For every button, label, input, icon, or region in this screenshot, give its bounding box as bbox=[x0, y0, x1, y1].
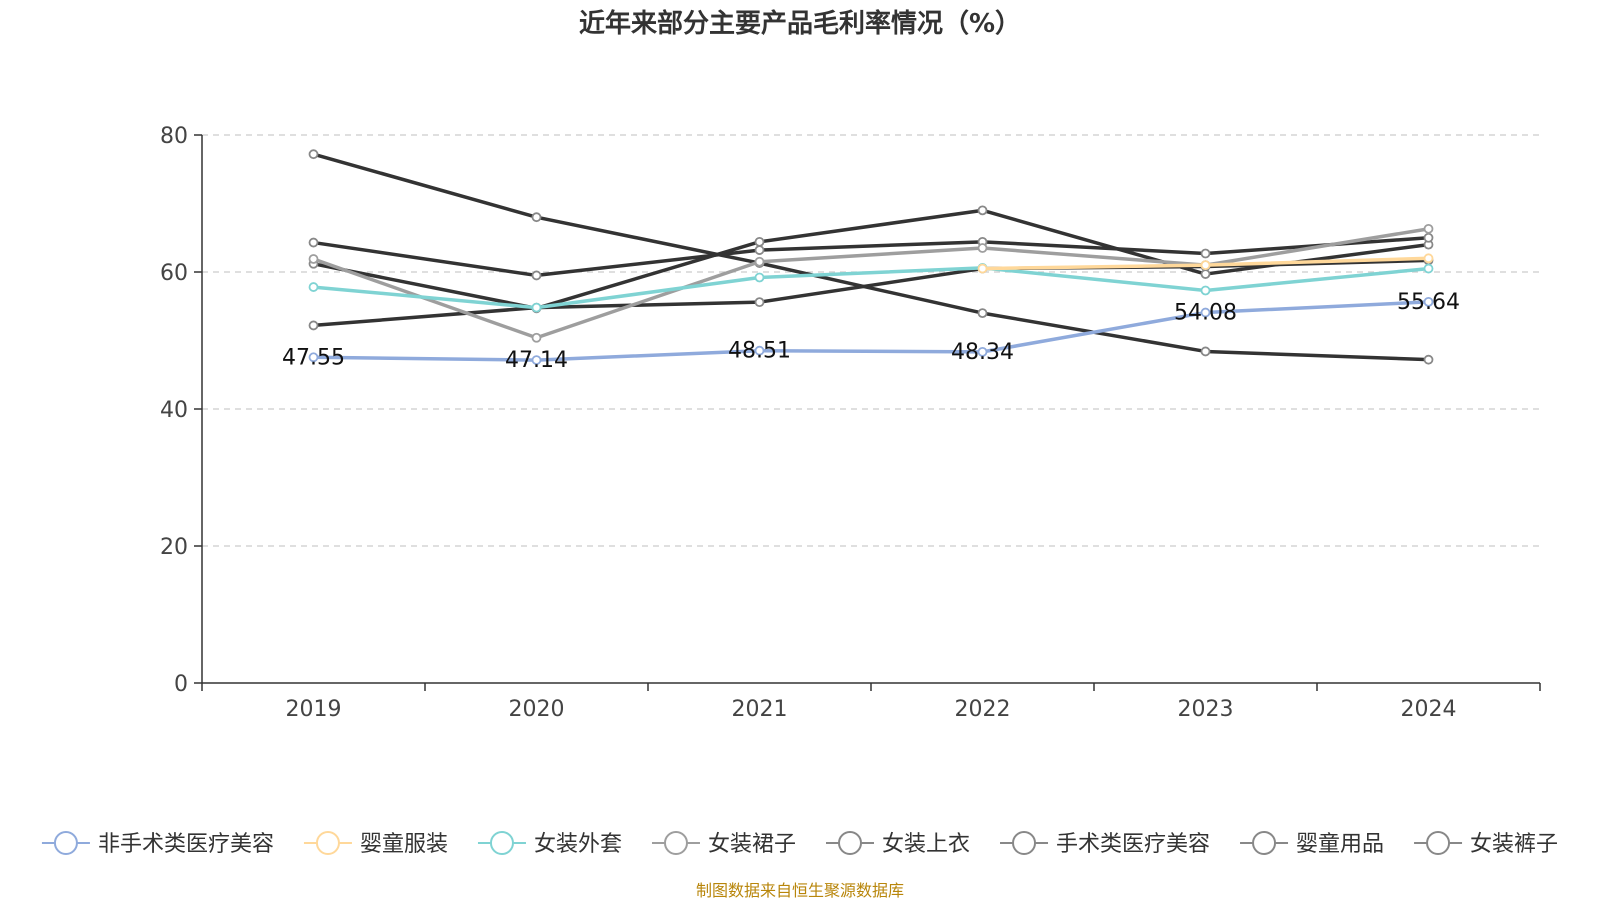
series-line bbox=[312, 227, 1429, 340]
series-6 bbox=[308, 205, 1434, 314]
data-point bbox=[1200, 248, 1211, 259]
data-point bbox=[1423, 253, 1434, 264]
x-tick-label: 2024 bbox=[1401, 697, 1457, 722]
data-label: 55.64 bbox=[1397, 290, 1460, 315]
grid-layer bbox=[202, 134, 1540, 547]
x-tick-label: 2023 bbox=[1178, 697, 1234, 722]
data-point bbox=[1200, 269, 1211, 279]
data-point bbox=[1200, 307, 1211, 318]
data-point bbox=[1423, 223, 1434, 234]
legend-item: 手术类医疗美容 bbox=[1000, 831, 1210, 857]
data-point bbox=[531, 212, 542, 223]
data-point bbox=[308, 282, 319, 292]
legend: 非手术类医疗美容 婴童服装 女装外套 女装裙子 女装上衣 手术类医疗美容 婴童用品 女装裤子 bbox=[41, 831, 1558, 857]
data-point bbox=[531, 355, 542, 365]
legend-item: 女装外套 bbox=[477, 831, 622, 857]
data-point bbox=[308, 149, 319, 160]
data-point bbox=[308, 320, 319, 331]
legend-item: 女装上衣 bbox=[826, 831, 970, 857]
data-label: 47.14 bbox=[505, 348, 568, 373]
legend-label: 非手术类医疗美容 bbox=[98, 832, 274, 857]
data-point bbox=[977, 308, 988, 319]
data-point bbox=[977, 346, 988, 357]
legend-marker bbox=[1012, 831, 1037, 855]
series-3 bbox=[308, 223, 1434, 343]
series-0 bbox=[308, 296, 1434, 365]
legend-marker bbox=[1426, 831, 1451, 855]
data-point bbox=[1423, 296, 1434, 307]
data-point bbox=[1423, 263, 1434, 274]
data-point bbox=[1200, 260, 1211, 271]
data-point bbox=[531, 332, 542, 343]
data-point bbox=[754, 272, 765, 283]
legend-item: 婴童用品 bbox=[1240, 831, 1384, 857]
data-label: 48.51 bbox=[728, 339, 791, 364]
series-line bbox=[313, 258, 1429, 328]
y-tick-label: 20 bbox=[160, 535, 188, 560]
x-tick-label: 2022 bbox=[955, 697, 1011, 722]
legend-marker bbox=[1252, 831, 1277, 855]
legend-marker bbox=[663, 831, 688, 855]
y-tick-label: 0 bbox=[174, 672, 188, 697]
data-point bbox=[977, 263, 988, 274]
data-point bbox=[531, 270, 542, 281]
legend-label: 女装外套 bbox=[534, 832, 622, 857]
data-point bbox=[977, 243, 988, 253]
series-line bbox=[313, 208, 1429, 311]
label-layer: 47.55 47.14 48.51 48.34 54.08 55.64 bbox=[282, 290, 1460, 373]
y-tick-label: 80 bbox=[160, 124, 188, 149]
data-label: 54.08 bbox=[1174, 301, 1237, 326]
legend-item: 女装裙子 bbox=[651, 831, 796, 857]
legend-marker bbox=[838, 831, 862, 855]
series-layer bbox=[308, 149, 1434, 365]
data-point bbox=[1423, 354, 1434, 365]
legend-item: 女装裤子 bbox=[1414, 831, 1558, 857]
legend-label: 女装裤子 bbox=[1470, 832, 1558, 857]
legend-label: 女装裙子 bbox=[708, 832, 796, 857]
series-line bbox=[313, 152, 1429, 362]
data-point bbox=[1200, 285, 1211, 296]
legend-label: 婴童用品 bbox=[1296, 832, 1384, 857]
legend-label: 手术类医疗美容 bbox=[1056, 832, 1210, 857]
data-point bbox=[308, 352, 319, 363]
data-point bbox=[977, 205, 988, 216]
legend-marker bbox=[489, 831, 514, 855]
series-4 bbox=[308, 232, 1434, 281]
data-point bbox=[1423, 232, 1434, 243]
series-line bbox=[313, 236, 1429, 278]
data-label: 47.55 bbox=[282, 345, 345, 370]
legend-item: 非手术类医疗美容 bbox=[41, 831, 274, 857]
x-tick-label: 2021 bbox=[732, 697, 788, 722]
legend-item: 婴童服装 bbox=[303, 831, 448, 857]
data-label: 48.34 bbox=[951, 340, 1014, 365]
x-tick-label: 2019 bbox=[286, 697, 342, 722]
legend-marker bbox=[315, 831, 340, 855]
legend-label: 女装上衣 bbox=[882, 832, 970, 857]
series-1 bbox=[977, 253, 1434, 274]
source-note: 制图数据来自恒生聚源数据库 bbox=[696, 881, 904, 900]
data-point bbox=[1200, 346, 1211, 357]
data-point bbox=[308, 254, 319, 264]
legend-marker bbox=[53, 831, 78, 855]
y-tick-label: 60 bbox=[160, 261, 188, 286]
data-point bbox=[754, 236, 765, 247]
data-point bbox=[754, 245, 765, 255]
data-point bbox=[754, 345, 765, 356]
x-tick-label: 2020 bbox=[509, 697, 565, 722]
chart-title: 近年来部分主要产品毛利率情况（%） bbox=[579, 8, 1021, 39]
series-2 bbox=[308, 262, 1434, 313]
series-5 bbox=[308, 149, 1434, 365]
y-tick-label: 40 bbox=[160, 398, 188, 423]
series-line bbox=[313, 300, 1429, 362]
data-point bbox=[308, 237, 319, 248]
axis-layer: 0 20 40 60 80 2019 2020 2021 2022 2023 2024 bbox=[160, 124, 1541, 722]
data-point bbox=[531, 302, 542, 313]
legend-label: 婴童服装 bbox=[360, 832, 448, 857]
data-point bbox=[754, 297, 765, 308]
data-point bbox=[754, 256, 765, 267]
series-line bbox=[313, 266, 1429, 310]
